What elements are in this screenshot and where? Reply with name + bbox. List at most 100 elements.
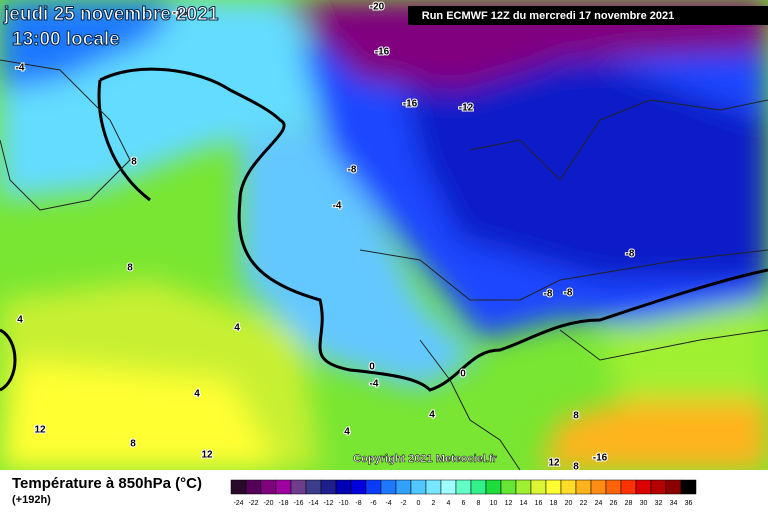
- contour-label: 4: [194, 389, 200, 400]
- colorbar-cell: [665, 479, 682, 495]
- colorbar-label: -22: [248, 500, 258, 507]
- colorbar-cell: [560, 479, 577, 495]
- copyright: Copyright 2021 Meteociel.fr: [353, 453, 497, 465]
- colorbar-label: 8: [477, 500, 481, 507]
- contour-label: -4: [333, 201, 342, 212]
- colorbar-label: 32: [655, 500, 663, 507]
- contour-label: -16: [403, 99, 418, 110]
- colorbar-cell: [515, 479, 532, 495]
- contour-label: 12: [201, 450, 213, 461]
- colorbar-label: 14: [520, 500, 528, 507]
- colorbar-cell: [260, 479, 277, 495]
- colorbar-cell: [545, 479, 562, 495]
- colorbar-cell: [605, 479, 622, 495]
- colorbar-label: -12: [323, 500, 333, 507]
- contour-label: -20: [370, 2, 385, 13]
- contour-label: 0: [460, 369, 466, 380]
- legend-title: Température à 850hPa (°C): [12, 475, 202, 492]
- colorbar-cell: [245, 479, 262, 495]
- contour-label: -8: [564, 288, 573, 299]
- contour-label: 4: [344, 427, 350, 438]
- contour-label: -16: [593, 453, 608, 464]
- contour-label: 8: [127, 263, 133, 274]
- colorbar-cell: [455, 479, 472, 495]
- contour-label: 12: [548, 458, 560, 469]
- colorbar-cell: [650, 479, 667, 495]
- colorbar-cell: [290, 479, 307, 495]
- colorbar-cell: [380, 479, 397, 495]
- legend-lead: (+192h): [12, 494, 51, 506]
- contour-label: -4: [370, 379, 379, 390]
- contour-label: -16: [173, 8, 188, 19]
- colorbar-label: -6: [370, 500, 376, 507]
- colorbar-label: 26: [610, 500, 618, 507]
- run-info: Run ECMWF 12Z du mercredi 17 novembre 20…: [422, 10, 674, 22]
- colorbar-label: 24: [595, 500, 603, 507]
- colorbar-cell: [275, 479, 292, 495]
- contour-label: 4: [234, 323, 240, 334]
- contour-label: 4: [429, 410, 435, 421]
- colorbar-label: 18: [550, 500, 558, 507]
- colorbar-cell: [320, 479, 337, 495]
- colorbar-label: -10: [338, 500, 348, 507]
- colorbar-label: 20: [565, 500, 573, 507]
- colorbar-label: 6: [462, 500, 466, 507]
- contour-label: -8: [348, 165, 357, 176]
- colorbar-label: -18: [278, 500, 288, 507]
- colorbar-label: -20: [263, 500, 273, 507]
- map-title: jeudi 25 novembre 2021: [3, 4, 219, 25]
- colorbar-label: 10: [490, 500, 498, 507]
- contour-labels: -16 -20 -16 -16 -12 -8 -4 -8 -8 -8 8 -4 8 4 4 4 0 -4 0 4 4 8 8…: [15, 1, 636, 473]
- colorbar-cell: [590, 479, 607, 495]
- colorbar-label: -2: [400, 500, 406, 507]
- contour-label: -12: [459, 103, 474, 114]
- colorbar-label: 4: [447, 500, 451, 507]
- colorbar-cell: [440, 479, 457, 495]
- colorbar-label: 22: [580, 500, 588, 507]
- contour-label: 8: [131, 157, 137, 168]
- colorbar-cell: [335, 479, 352, 495]
- contour-label: -4: [16, 63, 25, 74]
- colorbar-cell: [305, 479, 322, 495]
- colorbar-label: 0: [417, 500, 421, 507]
- colorbar-label: 34: [670, 500, 678, 507]
- map-time: 13:00 locale: [12, 29, 120, 50]
- colorbar-cell: [395, 479, 412, 495]
- contour-label: -8: [544, 289, 553, 300]
- colorbar-label: 28: [625, 500, 633, 507]
- map: -16 -20 -16 -16 -12 -8 -4 -8 -8 -8 8 -4 8 4 4 4 0 -4 0 4 4 8 8…: [0, 0, 768, 473]
- contour-label: 4: [17, 315, 23, 326]
- colorbar-label: 12: [505, 500, 513, 507]
- contour-label: 0: [369, 362, 375, 373]
- colorbar-cell: [620, 479, 637, 495]
- colorbar-cell: [365, 479, 382, 495]
- colorbar-label: 30: [640, 500, 648, 507]
- colorbar-cell: [425, 479, 442, 495]
- colorbar-cell: [530, 479, 547, 495]
- colorbar-cell: [500, 479, 517, 495]
- contour-label: 8: [573, 411, 579, 422]
- colorbar-label: 16: [535, 500, 543, 507]
- contour-label: 8: [573, 462, 579, 473]
- contour-label: 8: [130, 439, 136, 450]
- colorbar-cell: [470, 479, 487, 495]
- colorbar-cell: [575, 479, 592, 495]
- colorbar-label: -8: [355, 500, 361, 507]
- colorbar-cell: [230, 479, 247, 495]
- colorbar-cell: [485, 479, 502, 495]
- contour-label: 12: [34, 425, 46, 436]
- colorbar-cell: [350, 479, 367, 495]
- colorbar-label: -24: [233, 500, 243, 507]
- colorbar-cell: [410, 479, 427, 495]
- colorbar-label: -14: [308, 500, 318, 507]
- run-box: [408, 6, 768, 25]
- colorbar-cell: [635, 479, 652, 495]
- colorbar-label: -16: [293, 500, 303, 507]
- colorbar-cell: [680, 479, 697, 495]
- contour-label: -8: [626, 249, 635, 260]
- colorbar-label: 36: [685, 500, 693, 507]
- colorbar-label: 2: [432, 500, 436, 507]
- contour-label: -16: [375, 47, 390, 58]
- colorbar-label: -4: [385, 500, 391, 507]
